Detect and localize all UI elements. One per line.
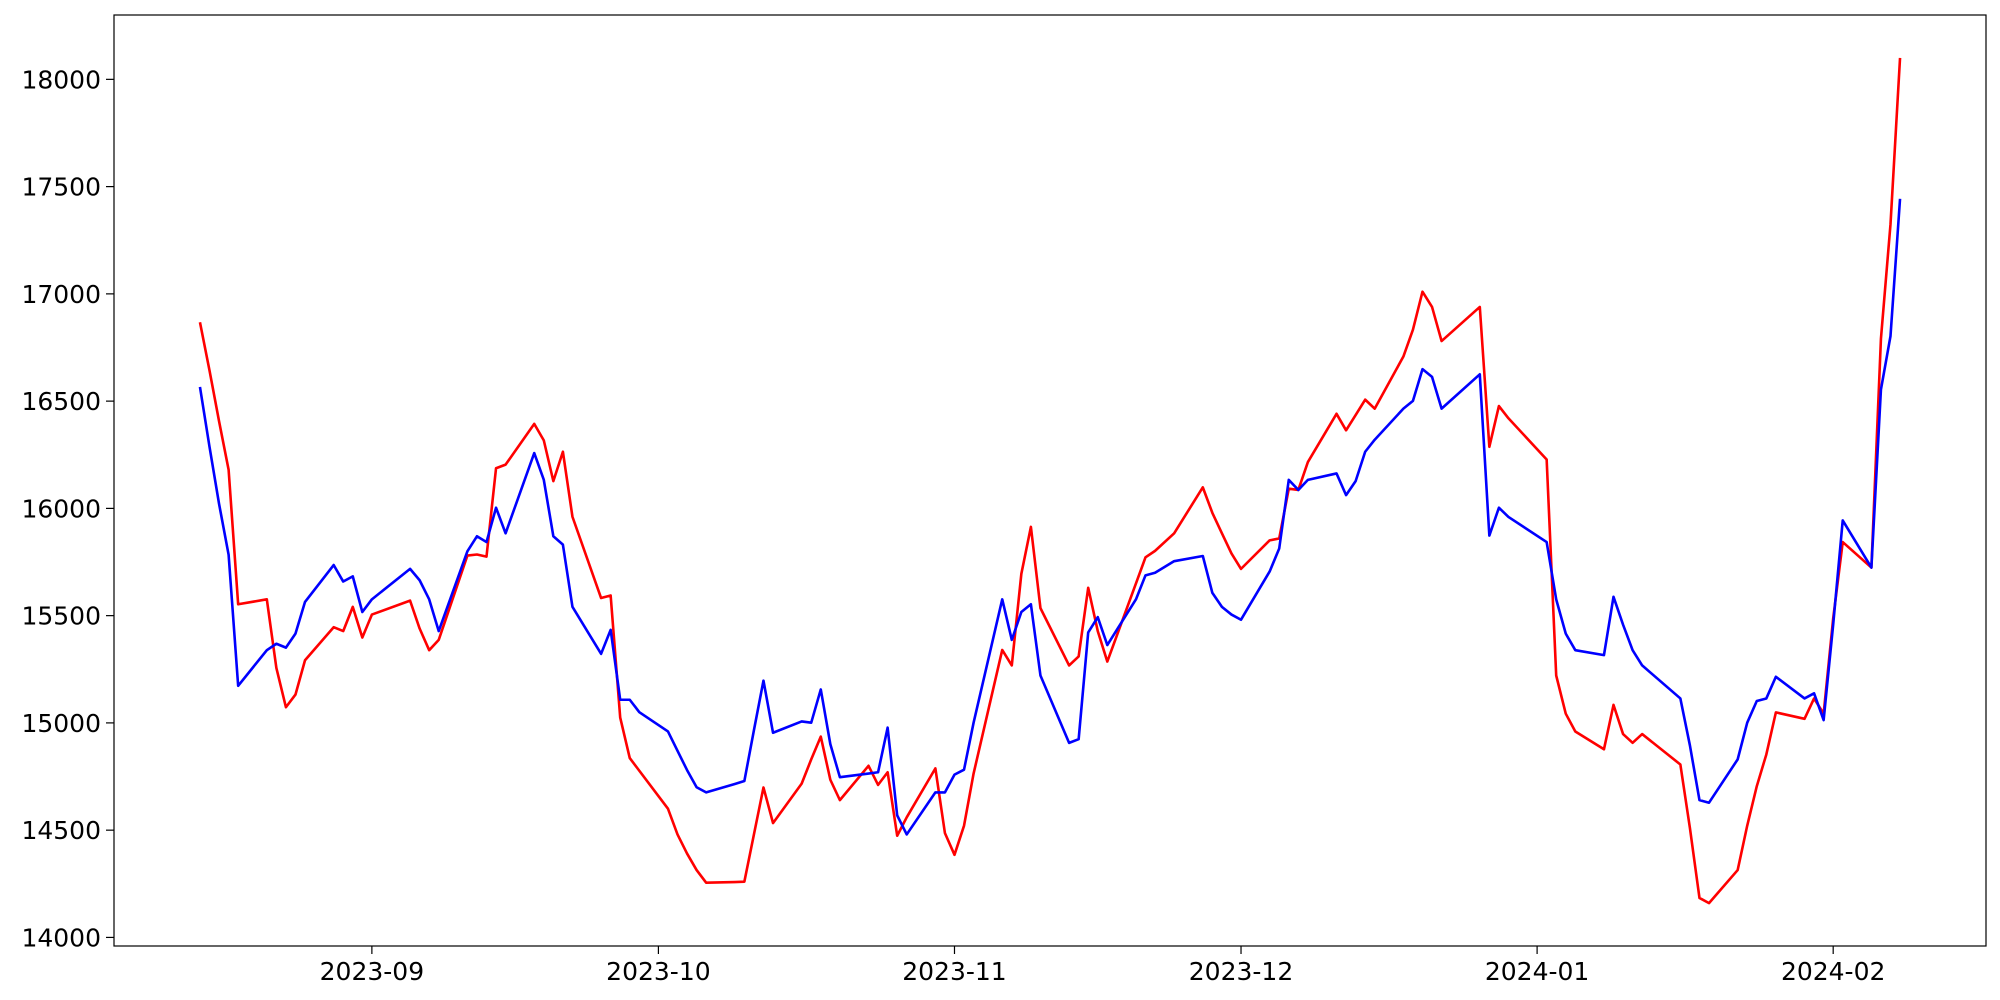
y-tick-label: 17500 [21,173,101,202]
y-tick-label: 16000 [21,494,101,523]
y-tick-label: 15500 [21,602,101,631]
y-tick-label: 17000 [21,280,101,309]
y-tick-label: 16500 [21,387,101,416]
x-tick-label: 2023-09 [320,957,424,986]
y-tick-label: 14000 [21,923,101,952]
line-series [198,57,1902,905]
line-series [198,198,1902,836]
x-tick-label: 2023-10 [606,957,710,986]
x-tick-label: 2023-11 [902,957,1006,986]
y-tick-label: 15000 [21,709,101,738]
x-tick-label: 2024-01 [1485,957,1589,986]
x-tick-label: 2023-12 [1189,957,1293,986]
x-tick-label: 2024-02 [1781,957,1885,986]
y-tick-label: 14500 [21,816,101,845]
plot-frame [113,14,1987,947]
y-tick-label: 18000 [21,65,101,94]
